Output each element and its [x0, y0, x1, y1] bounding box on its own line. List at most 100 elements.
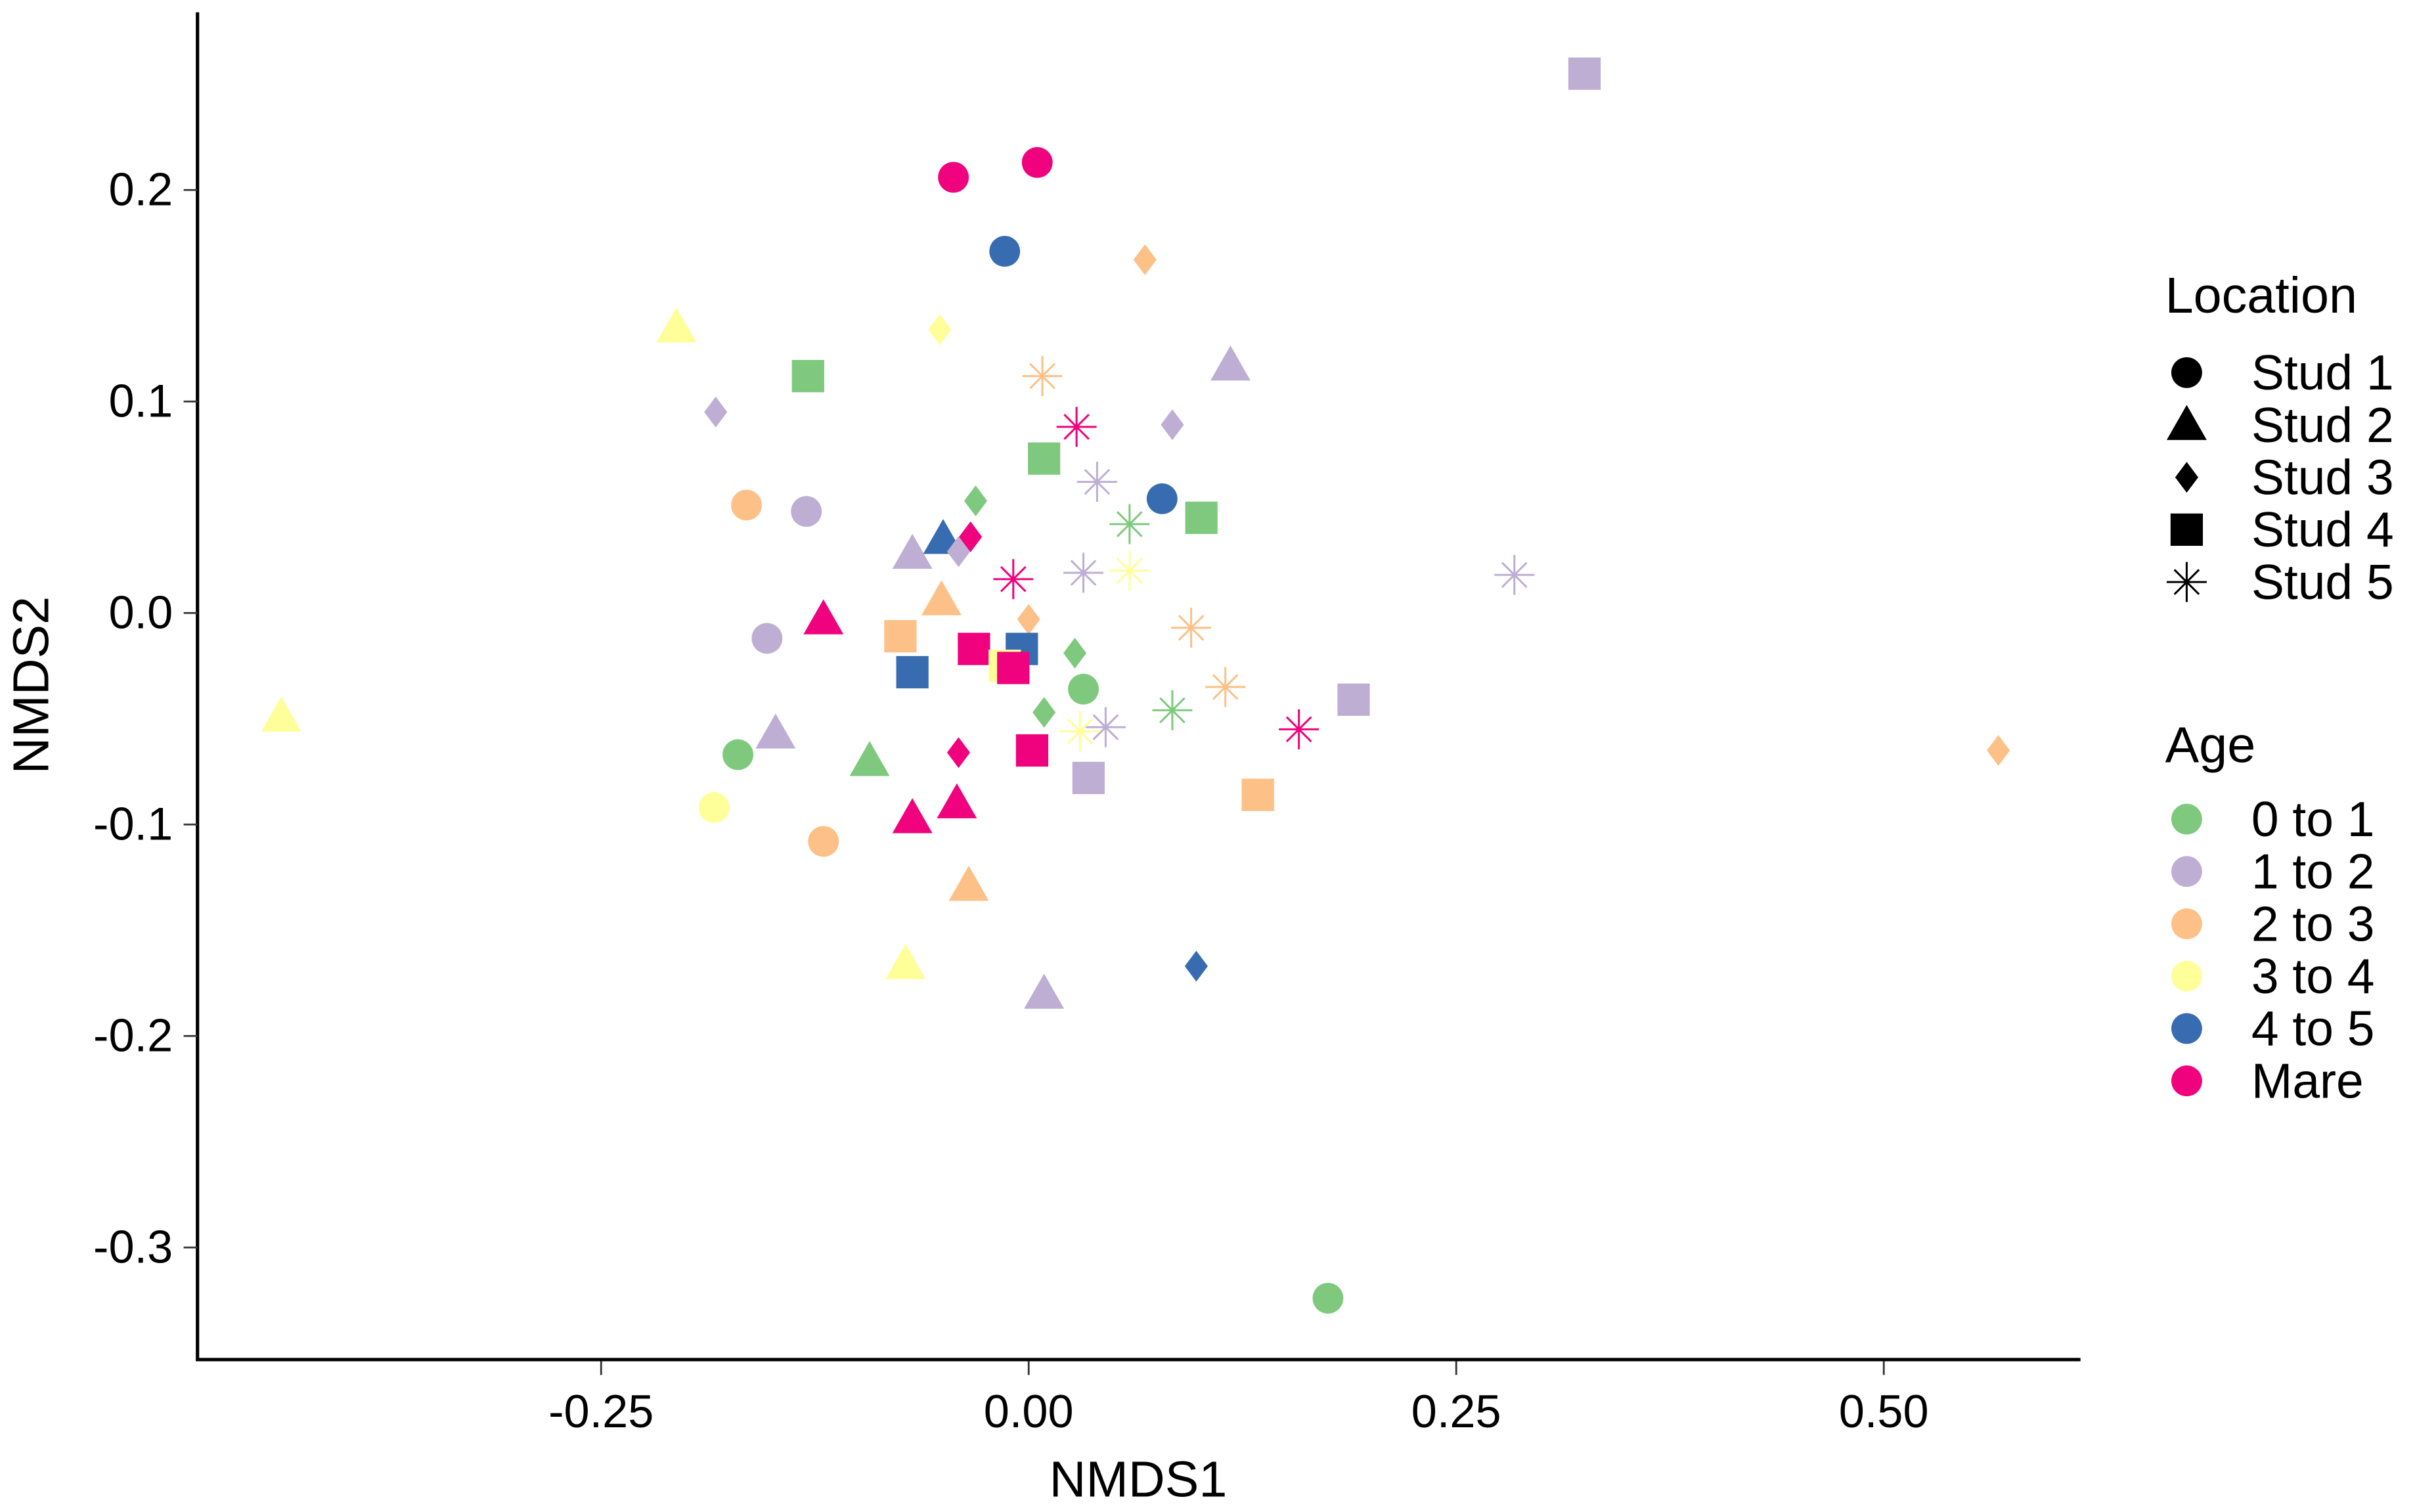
data-point-stud-2 [755, 713, 796, 749]
y-tick-label: 0.1 [108, 375, 173, 427]
legend-age-title: Age [2165, 717, 2256, 773]
data-point-stud-5 [1152, 690, 1193, 730]
data-point-stud-3 [1032, 697, 1056, 728]
legend-age-label: 2 to 3 [2251, 896, 2375, 951]
legend-key-asterisk-icon [2166, 562, 2207, 602]
data-point-stud-3 [1161, 409, 1184, 441]
y-tick-label: 0.0 [108, 587, 173, 638]
y-tick-label: -0.1 [93, 798, 173, 850]
data-point-stud-1 [1312, 1283, 1344, 1314]
y-axis-ticks: 0.2 0.1 0.0 -0.1 -0.2 -0.3 [93, 164, 198, 1273]
data-point-stud-3 [1063, 637, 1087, 669]
data-point-stud-4 [1028, 442, 1061, 475]
data-point-stud-5 [1022, 356, 1063, 397]
data-point-stud-1 [989, 236, 1021, 267]
data-point-stud-1 [1021, 146, 1053, 178]
data-point-stud-5 [1494, 554, 1535, 595]
data-point-stud-3 [946, 737, 971, 768]
data-point-stud-3 [1017, 604, 1040, 635]
data-point-stud-1 [751, 623, 783, 654]
x-tick-label: 0.50 [1839, 1385, 1929, 1437]
data-point-stud-3 [1133, 244, 1157, 275]
x-axis-ticks: -0.25 0.00 0.25 0.50 [548, 1361, 1929, 1437]
data-point-stud-4 [1568, 57, 1601, 90]
legend-key-circle-icon [2171, 908, 2202, 939]
data-point-stud-4 [1185, 501, 1218, 534]
data-point-stud-2 [948, 866, 989, 901]
data-point-stud-2 [892, 533, 933, 569]
data-point-stud-4 [896, 656, 929, 689]
x-tick-label: 0.00 [984, 1385, 1074, 1437]
data-point-stud-5 [1059, 711, 1100, 752]
legend-age-label: 4 to 5 [2251, 1001, 2375, 1056]
legend-key-circle-icon [2171, 1065, 2202, 1097]
data-point-stud-3 [1987, 735, 2010, 766]
y-tick-label: -0.3 [93, 1221, 173, 1273]
data-point-stud-2 [261, 696, 301, 732]
y-tick-label: -0.2 [93, 1010, 173, 1061]
data-point-stud-1 [808, 826, 839, 857]
data-point-stud-5 [1085, 707, 1126, 747]
legend-key-circle-icon [2171, 856, 2202, 887]
data-point-stud-4 [1015, 734, 1049, 767]
data-point-stud-4 [1337, 683, 1370, 716]
data-point-stud-4 [884, 620, 917, 653]
legend-location-title: Location [2165, 267, 2357, 324]
data-point-stud-5 [1076, 462, 1117, 502]
data-point-stud-2 [1210, 345, 1251, 381]
legend-key-square-icon [2170, 513, 2204, 546]
data-point-stud-5 [1109, 550, 1150, 591]
legend-key-circle-icon [2171, 357, 2202, 388]
legend-location-label: Stud 2 [2251, 397, 2394, 453]
data-point-stud-2 [1024, 973, 1065, 1009]
legend-location-label: Stud 3 [2251, 449, 2394, 504]
x-tick-label: -0.25 [548, 1385, 654, 1437]
x-tick-label: 0.25 [1411, 1385, 1501, 1437]
data-point-stud-5 [1109, 504, 1150, 545]
legend-age-label: 1 to 2 [2251, 844, 2375, 899]
data-point-stud-1 [791, 496, 822, 527]
data-point-stud-4 [791, 359, 824, 393]
data-point-stud-1 [1068, 673, 1099, 705]
data-point-stud-5 [1063, 552, 1104, 593]
legend-key-diamond-icon [2175, 462, 2198, 493]
data-point-stud-4 [1241, 778, 1274, 811]
data-point-stud-1 [722, 739, 753, 770]
data-point-stud-5 [1056, 407, 1097, 447]
data-point-stud-5 [993, 559, 1034, 600]
legend-key-triangle-icon [2166, 405, 2207, 440]
plot-area [261, 57, 2010, 1314]
data-point-stud-3 [928, 314, 952, 345]
legend-key-circle-icon [2171, 960, 2202, 992]
y-axis-label: NMDS2 [3, 596, 59, 774]
data-point-stud-4 [958, 633, 990, 665]
data-point-stud-2 [849, 741, 890, 776]
data-point-stud-5 [1171, 608, 1212, 648]
data-point-stud-2 [892, 798, 933, 834]
data-point-stud-2 [885, 944, 926, 979]
legend-age-label: 3 to 4 [2251, 948, 2375, 1004]
data-point-stud-3 [1184, 950, 1208, 982]
data-point-stud-2 [803, 599, 844, 634]
legend-age-label: Mare [2251, 1053, 2364, 1108]
data-point-stud-2 [921, 580, 962, 615]
data-point-stud-1 [1146, 483, 1178, 514]
legend-age-label: 0 to 1 [2251, 791, 2375, 847]
legend-key-circle-icon [2171, 1013, 2202, 1044]
data-point-stud-3 [704, 396, 728, 428]
data-point-stud-1 [938, 162, 969, 193]
x-axis-label: NMDS1 [1050, 1452, 1228, 1508]
legend-location-label: Stud 5 [2251, 554, 2394, 610]
data-point-stud-2 [656, 307, 697, 343]
data-point-stud-4 [997, 652, 1030, 684]
legend-location-label: Stud 1 [2251, 345, 2394, 400]
data-point-stud-3 [964, 485, 988, 517]
data-point-stud-1 [731, 489, 763, 521]
y-tick-label: 0.2 [108, 164, 173, 215]
legend-key-circle-icon [2171, 803, 2202, 835]
data-point-stud-2 [937, 783, 977, 818]
legend-location-label: Stud 4 [2251, 502, 2394, 557]
